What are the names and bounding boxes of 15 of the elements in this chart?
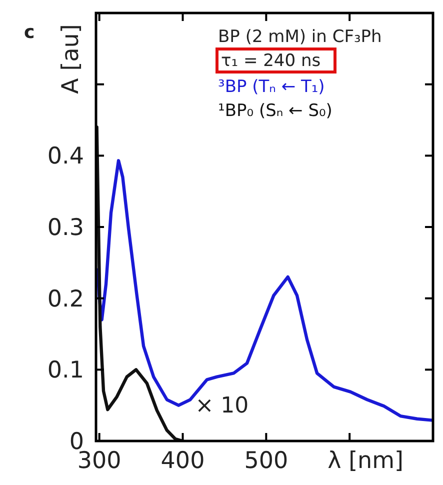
text: ¹BP₀ (Sₙ ← S₀)	[218, 101, 332, 121]
x-tick-label: 500	[244, 448, 288, 474]
text: c	[24, 22, 35, 43]
x-axis-title: λ [nm]	[328, 448, 404, 474]
text: ³BP (Tₙ ← T₁)	[218, 77, 325, 97]
text: BP (2 mM) in CF₃Ph	[218, 27, 382, 47]
y-tick-label: 0.4	[47, 144, 84, 170]
x-tick-label: 300	[77, 448, 122, 474]
x-tick-label: 400	[160, 448, 205, 474]
annotation: τ₁ = 240 ns	[221, 51, 321, 71]
y-tick-label: 0.2	[47, 286, 84, 312]
annotation: × 10	[195, 393, 249, 418]
y-axis-title: A [au]	[58, 24, 84, 94]
y-tick-label: 0.3	[47, 215, 84, 242]
y-tick-label: 0.1	[47, 358, 84, 384]
